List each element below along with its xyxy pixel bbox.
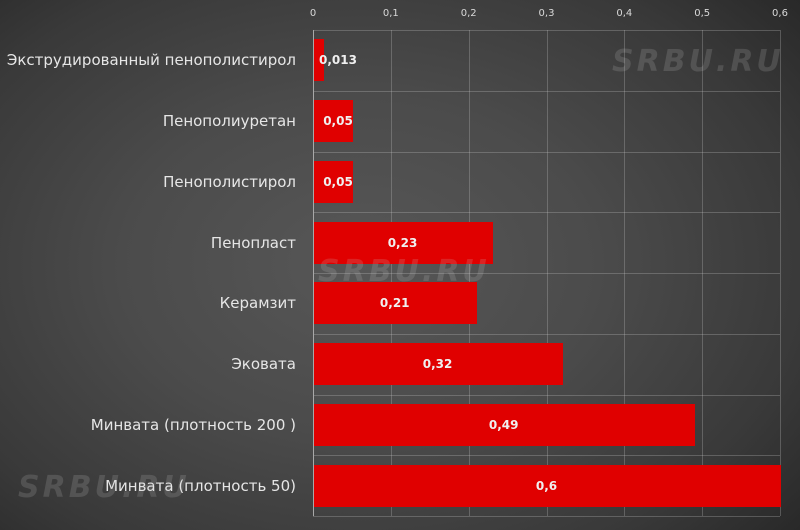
vertical-gridline: [702, 30, 704, 516]
y-axis-line: [313, 30, 314, 516]
horizontal-gridline: [313, 394, 780, 396]
horizontal-gridline: [313, 516, 780, 517]
vertical-gridline: [780, 30, 781, 516]
category-label: Пенопласт: [210, 233, 296, 252]
horizontal-gridline: [313, 212, 780, 214]
x-tick-label: 0,3: [538, 8, 555, 19]
horizontal-gridline: [313, 151, 780, 153]
category-label: Пенополистирол: [163, 172, 296, 191]
x-tick-label: 0,1: [382, 8, 399, 19]
value-label: 0,21: [379, 296, 410, 311]
category-label: Минвата (плотность 200 ): [90, 415, 296, 434]
bar: [314, 343, 564, 386]
value-label: 0,23: [387, 235, 418, 250]
watermark-bottom-left: SRBU.RU: [18, 470, 190, 505]
vertical-gridline: [546, 30, 548, 516]
value-label: 0,6: [535, 478, 558, 493]
horizontal-gridline: [313, 273, 780, 274]
x-tick-label: 0: [309, 8, 317, 19]
horizontal-gridline: [313, 30, 780, 31]
bar: [314, 39, 325, 82]
x-tick-label: 0,2: [460, 8, 477, 19]
x-tick-label: 0,5: [694, 8, 711, 19]
bar: [314, 403, 696, 446]
value-label: 0,013: [319, 53, 357, 68]
bar: [314, 160, 353, 203]
horizontal-gridline: [313, 333, 780, 335]
bar: [314, 282, 478, 325]
x-tick-label: 0,4: [616, 8, 633, 19]
horizontal-gridline: [313, 455, 780, 457]
vertical-gridline: [390, 30, 392, 516]
vertical-gridline: [468, 30, 470, 516]
category-label: Экструдированный пенополистирол: [6, 51, 296, 70]
watermark-center: SRBU.RU: [318, 254, 490, 289]
bar: [314, 100, 353, 143]
value-label: 0,32: [422, 357, 453, 372]
horizontal-gridline: [313, 90, 780, 92]
x-tick-label: 0,6: [772, 8, 788, 19]
category-label: Пенополиуретан: [162, 112, 296, 131]
value-label: 0,49: [488, 417, 519, 432]
category-label: Минвата (плотность 50): [105, 476, 296, 495]
bar: [314, 221, 494, 264]
watermark-top-right: SRBU.RU: [612, 44, 784, 79]
category-label: Керамзит: [219, 294, 296, 313]
value-label: 0,05: [323, 174, 353, 189]
vertical-gridline: [624, 30, 626, 516]
value-label: 0,05: [323, 114, 353, 129]
bar: [314, 464, 781, 507]
category-label: Эковата: [231, 355, 296, 374]
